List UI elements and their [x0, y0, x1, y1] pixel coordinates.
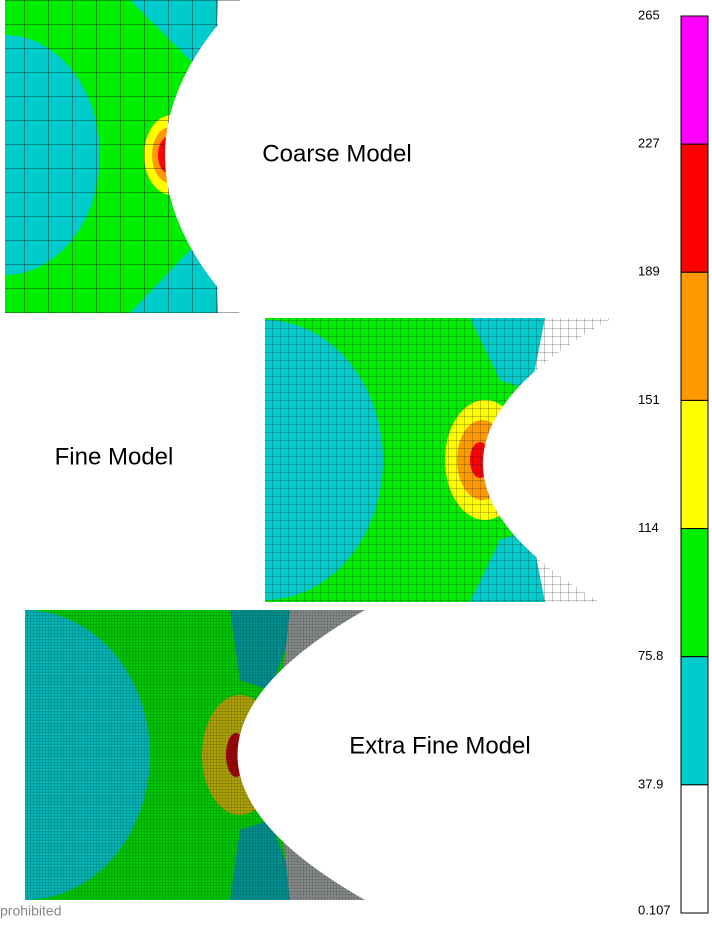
colorbar-band	[681, 785, 708, 913]
colorbar-band	[681, 400, 708, 528]
fine-contour	[147, 318, 612, 602]
coarse-contour	[0, 0, 275, 313]
colorbar-band	[681, 272, 708, 400]
tick-label: 189	[638, 264, 660, 279]
colorbar-band	[681, 144, 708, 272]
colorbar-band	[681, 16, 708, 144]
tick-label: 37.9	[638, 776, 663, 791]
footer: prohibited	[0, 903, 62, 919]
tick-label: 0.107	[638, 902, 671, 917]
page: Coarse Model Fine Model Extra Fine Model…	[0, 0, 712, 920]
tick-label: 227	[638, 136, 660, 151]
model-label: Coarse Model	[262, 140, 411, 167]
model-label: Extra Fine Model	[349, 732, 530, 759]
tick-label: 265	[638, 7, 660, 22]
model-label: Fine Model	[55, 443, 174, 470]
colorbar-band	[681, 529, 708, 657]
extra-fine-contour	[0, 610, 365, 900]
tick-label: 114	[638, 520, 659, 535]
tick-label: 151	[638, 392, 660, 407]
colorbar-band	[681, 657, 708, 785]
colorbar: 265 227 189 151 114 75.8 37.9 0.107	[638, 7, 708, 917]
tick-label: 75.8	[638, 648, 663, 663]
